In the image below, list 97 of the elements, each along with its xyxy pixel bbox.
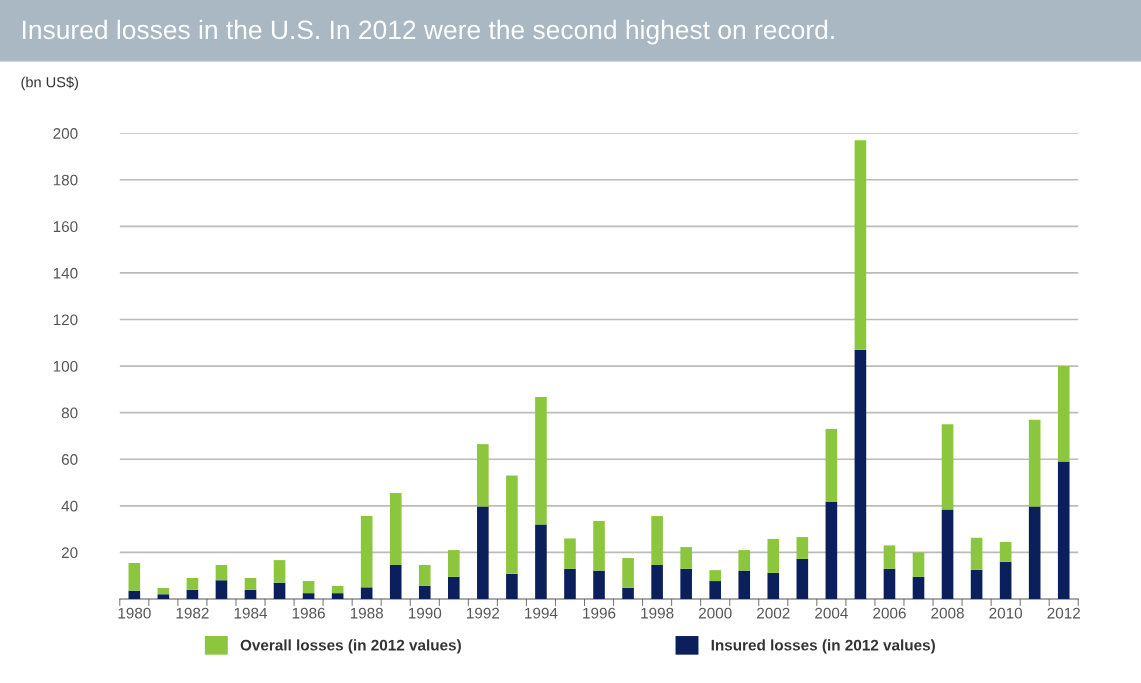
bar [302, 581, 315, 594]
bar [854, 140, 867, 350]
bar [999, 561, 1012, 599]
x-tick-label: 1982 [176, 607, 209, 619]
bar [854, 349, 867, 599]
y-tick-label: 100 [53, 360, 78, 372]
bar [941, 509, 954, 599]
bar [535, 524, 547, 599]
bar [157, 588, 170, 595]
bar [796, 537, 809, 559]
bar [215, 580, 228, 599]
bar [244, 578, 257, 590]
bar [825, 428, 838, 503]
bar [448, 576, 460, 599]
x-tick-label: 1980 [118, 607, 151, 619]
x-tick-label: 1984 [234, 607, 268, 619]
x-tick-label: 1996 [583, 607, 616, 619]
bar [506, 573, 518, 599]
bar [302, 593, 315, 599]
bar [535, 397, 547, 525]
x-tick-label: 2000 [698, 607, 732, 619]
bar [273, 582, 286, 599]
bar [1057, 461, 1070, 599]
bar [999, 541, 1012, 562]
bar [128, 562, 141, 591]
bar [564, 538, 576, 569]
bar [970, 569, 983, 599]
x-tick-label: 2012 [1047, 607, 1080, 619]
bar [477, 444, 489, 507]
bar [186, 589, 199, 599]
bar [970, 537, 983, 570]
x-tick-label: 1994 [525, 607, 558, 619]
y-tick-label: 80 [61, 407, 78, 419]
bar [651, 516, 663, 565]
bar [651, 564, 663, 599]
y-tick-label: 120 [53, 314, 78, 326]
bar [883, 545, 896, 569]
bar [825, 502, 838, 599]
y-tick-label: 40 [61, 500, 78, 512]
bar [738, 550, 751, 571]
bar [680, 547, 692, 569]
bar [360, 516, 373, 588]
bar [622, 587, 634, 599]
bar [796, 558, 809, 599]
y-tick-label: 200 [53, 128, 78, 139]
bar [215, 564, 228, 581]
bar [767, 538, 780, 573]
bar [273, 560, 286, 583]
y-axis-title: (bn US$) [21, 76, 78, 91]
bar [360, 587, 373, 599]
x-tick-label: 2006 [873, 607, 906, 619]
bar [1028, 419, 1041, 507]
bar [593, 570, 605, 599]
bar [331, 593, 344, 599]
bar [186, 578, 199, 590]
bar [244, 589, 257, 599]
y-tick-label: 160 [53, 221, 78, 233]
bar [389, 564, 402, 599]
x-tick-label: 1992 [467, 607, 500, 619]
bar [767, 572, 780, 599]
x-tick-label: 2008 [931, 607, 964, 619]
bar [128, 590, 141, 599]
bar [564, 568, 576, 599]
bar [389, 493, 402, 565]
bar [709, 570, 722, 582]
bar [418, 585, 431, 599]
x-tick-label: 1988 [350, 607, 384, 619]
x-tick-label: 2002 [757, 607, 790, 619]
chart-title: Insured losses in the U.S. In 2012 were the second highest on record. [22, 19, 834, 45]
x-tick-label: 1990 [408, 607, 442, 619]
y-tick-label: 140 [53, 267, 78, 279]
bar [157, 594, 170, 599]
bar [477, 506, 489, 599]
bar [738, 570, 751, 599]
y-tick-label: 20 [61, 547, 78, 559]
x-tick-label: 2004 [815, 607, 848, 619]
bar [418, 564, 431, 586]
bar [506, 475, 518, 574]
y-tick-label: 180 [53, 174, 78, 186]
legend-label: Overall losses (in 2012 values) [240, 639, 461, 654]
legend-label: Insured losses (in 2012 values) [711, 639, 935, 654]
y-tick-label: 60 [61, 454, 78, 465]
bar [448, 550, 460, 577]
bar [680, 568, 692, 599]
x-tick-label: 2010 [989, 607, 1023, 619]
bar [1057, 366, 1070, 462]
bar [709, 581, 722, 599]
bar [331, 585, 344, 594]
bar [1028, 506, 1041, 599]
bar [941, 424, 954, 510]
bar [883, 568, 896, 599]
bar [912, 552, 925, 577]
bar [622, 558, 634, 588]
bar [912, 576, 925, 599]
bar [593, 520, 605, 571]
x-tick-label: 1986 [292, 607, 325, 619]
x-tick-label: 1998 [641, 607, 674, 619]
